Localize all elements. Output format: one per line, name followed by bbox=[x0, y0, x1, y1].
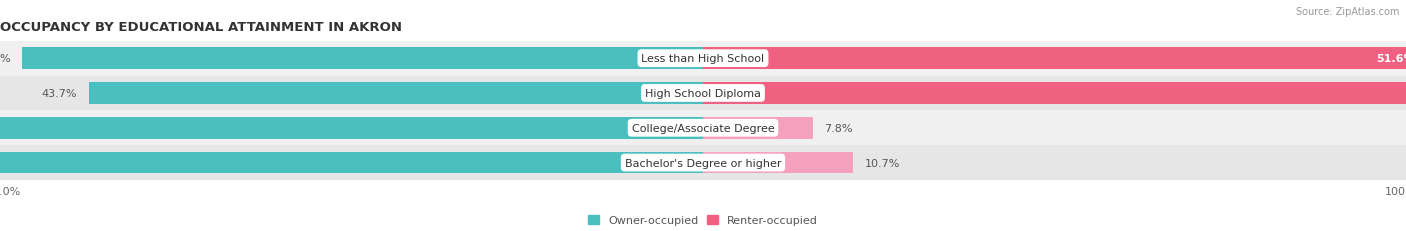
Text: 7.8%: 7.8% bbox=[824, 123, 852, 133]
Bar bbox=[703, 118, 813, 139]
Text: 51.6%: 51.6% bbox=[1376, 54, 1406, 64]
Bar bbox=[0, 76, 1406, 111]
Bar bbox=[0, 152, 703, 174]
Bar bbox=[703, 48, 1406, 70]
Text: Source: ZipAtlas.com: Source: ZipAtlas.com bbox=[1295, 7, 1399, 17]
Bar bbox=[22, 48, 703, 70]
Text: Bachelor's Degree or higher: Bachelor's Degree or higher bbox=[624, 158, 782, 168]
Bar bbox=[0, 42, 1406, 76]
Bar bbox=[0, 118, 703, 139]
Text: OCCUPANCY BY EDUCATIONAL ATTAINMENT IN AKRON: OCCUPANCY BY EDUCATIONAL ATTAINMENT IN A… bbox=[0, 21, 402, 33]
Bar bbox=[703, 83, 1406, 104]
Text: High School Diploma: High School Diploma bbox=[645, 88, 761, 99]
Text: 43.7%: 43.7% bbox=[42, 88, 77, 99]
Legend: Owner-occupied, Renter-occupied: Owner-occupied, Renter-occupied bbox=[583, 211, 823, 230]
Text: 48.4%: 48.4% bbox=[0, 54, 11, 64]
Text: 10.7%: 10.7% bbox=[865, 158, 900, 168]
Text: Less than High School: Less than High School bbox=[641, 54, 765, 64]
Bar bbox=[0, 111, 1406, 146]
Text: College/Associate Degree: College/Associate Degree bbox=[631, 123, 775, 133]
Bar bbox=[703, 152, 853, 174]
Bar bbox=[89, 83, 703, 104]
Bar bbox=[0, 146, 1406, 180]
